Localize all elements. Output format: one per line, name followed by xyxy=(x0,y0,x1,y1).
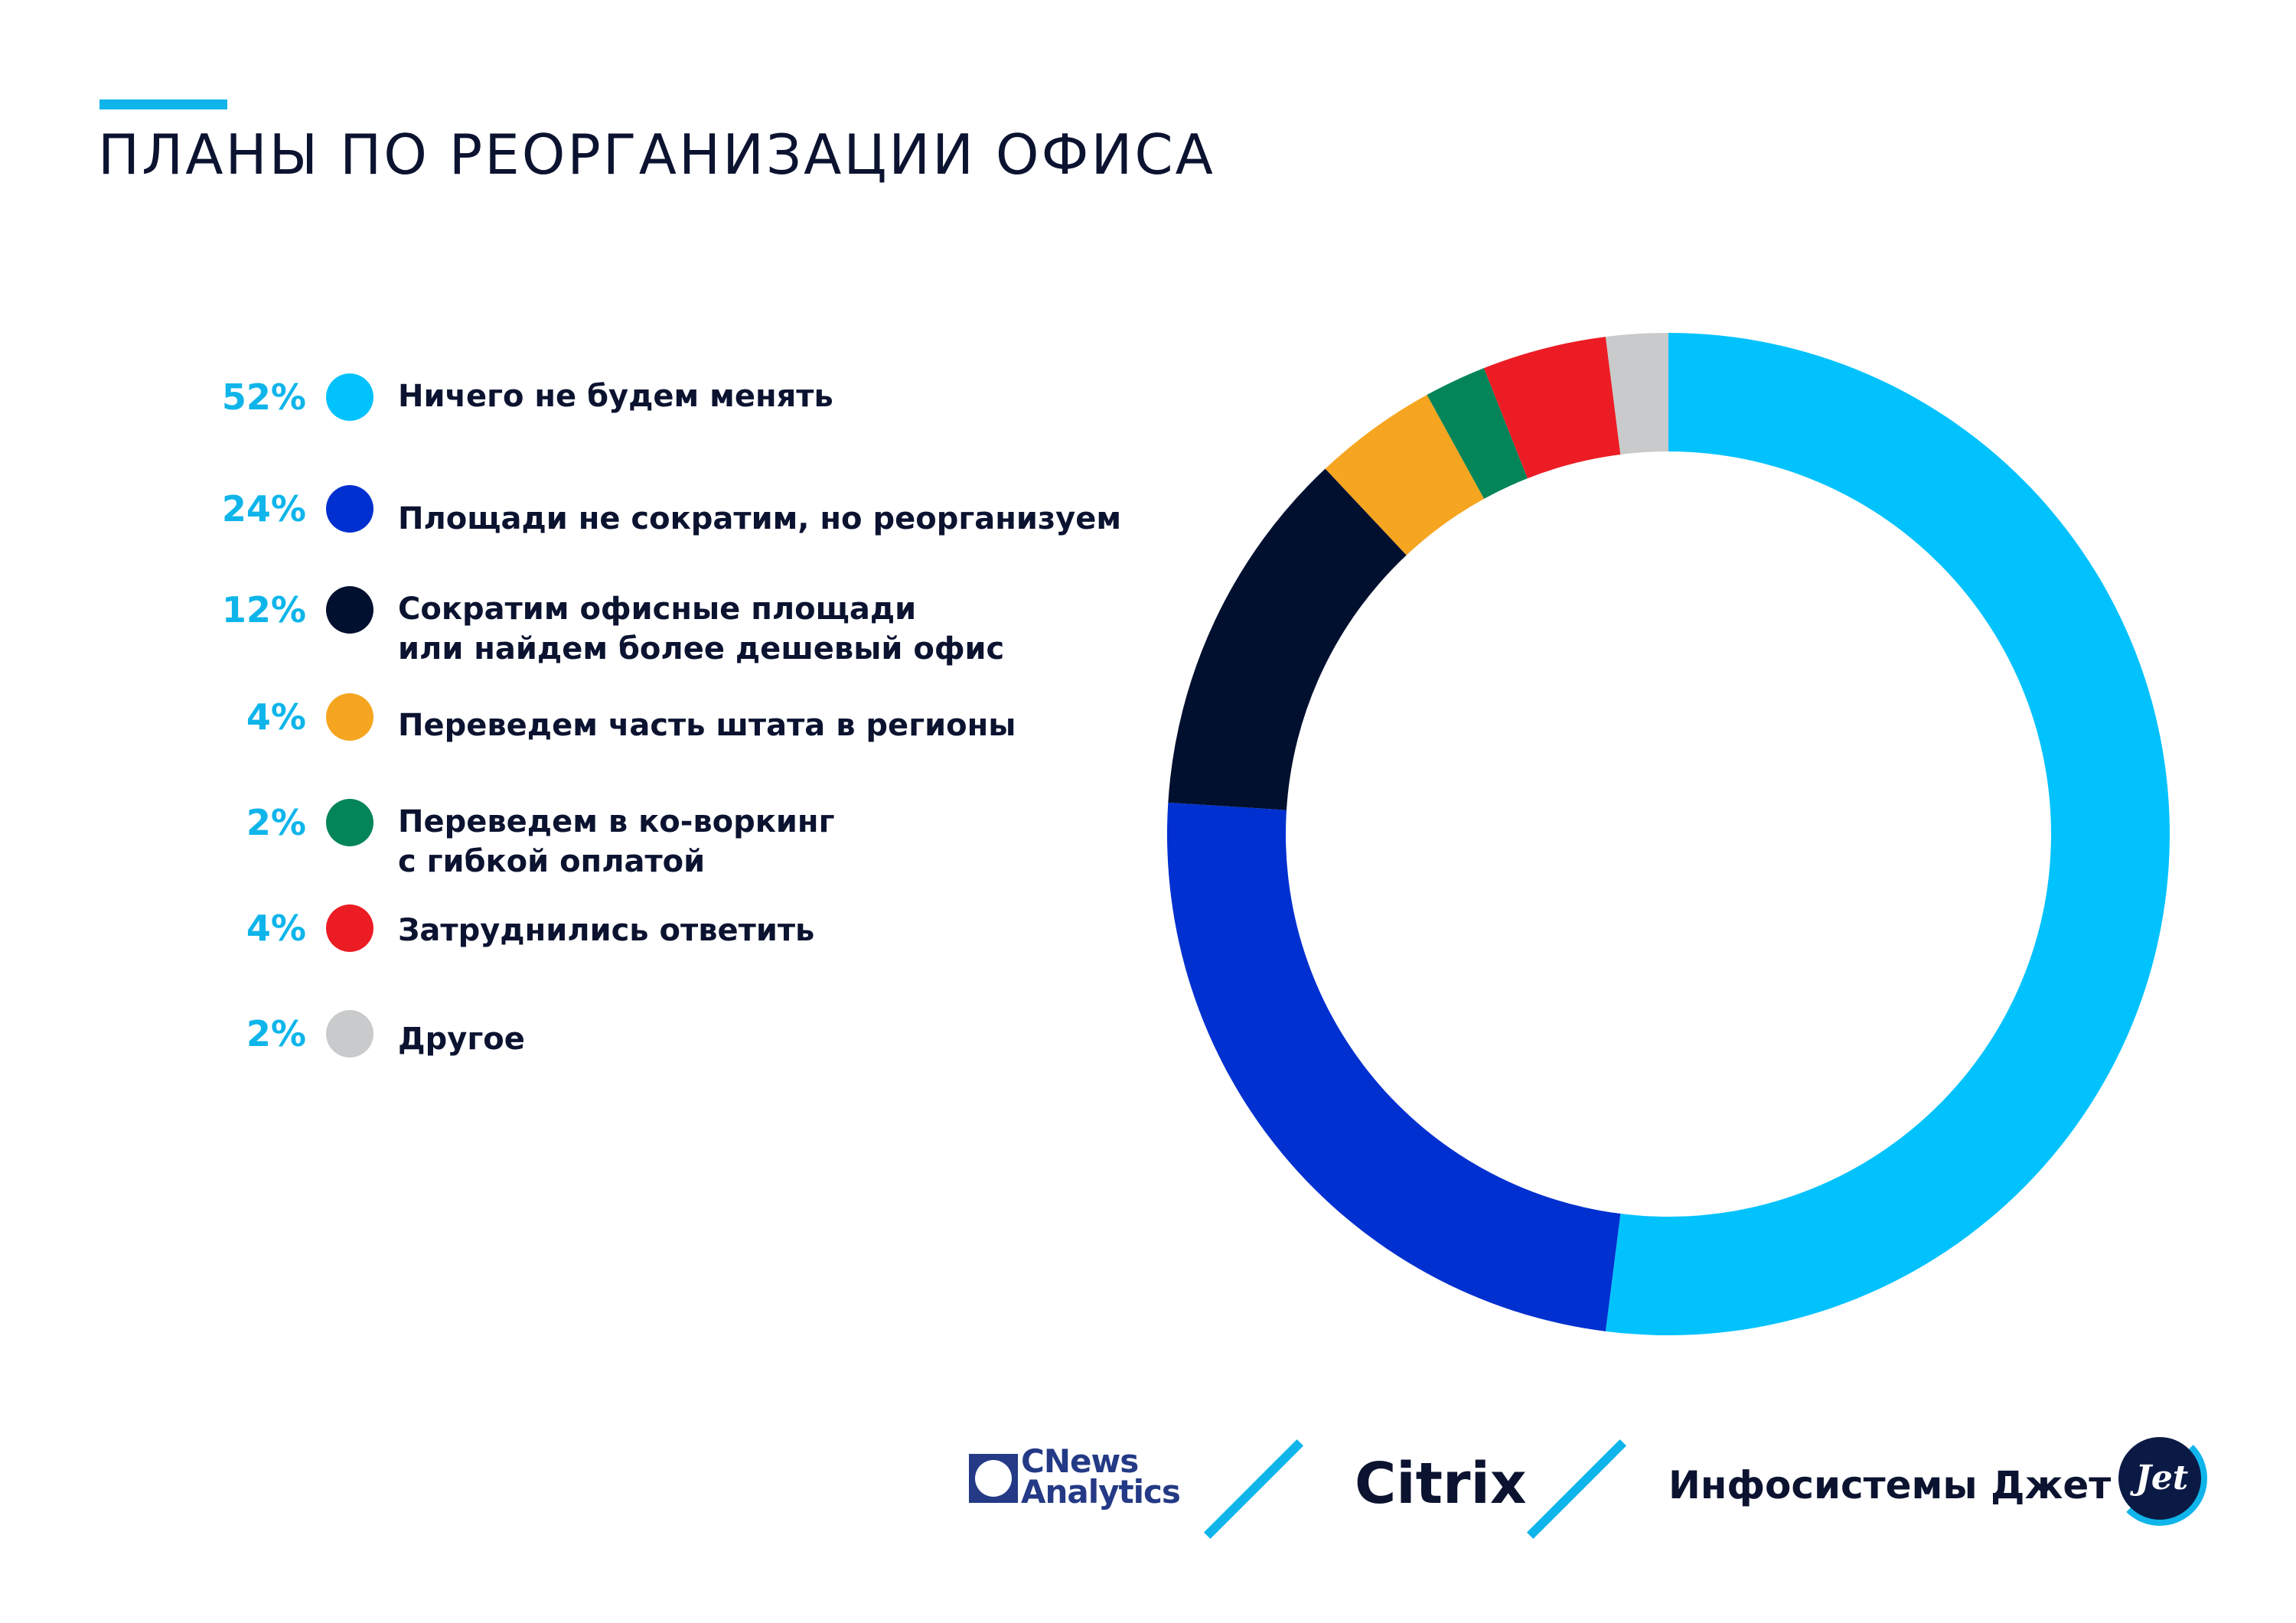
donut-chart xyxy=(1167,333,2170,1335)
legend-item: 4% Переведем часть штата в регионы xyxy=(0,693,1133,781)
legend-percent: 4% xyxy=(246,908,306,949)
chart-legend: 52% Ничего не будем менять 24% Площади н… xyxy=(0,0,1148,1110)
donut-slice-4 xyxy=(1427,367,1528,499)
legend-item: 52% Ничего не будем менять xyxy=(0,373,1133,461)
legend-percent: 4% xyxy=(246,696,306,738)
legend-color-dot xyxy=(326,904,373,952)
legend-label: Затруднились ответить xyxy=(398,913,815,948)
cnews-line2: Analytics xyxy=(1021,1473,1181,1511)
legend-percent: 2% xyxy=(246,1013,306,1054)
legend-color-dot xyxy=(326,1010,373,1058)
legend-item: 12% Сократим офисные площади или найдем … xyxy=(0,586,1133,673)
donut-slice-2 xyxy=(1168,468,1407,810)
donut-slice-6 xyxy=(1605,333,1668,455)
legend-color-dot xyxy=(326,799,373,846)
legend-label: Переведем часть штата в регионы xyxy=(398,708,1016,743)
legend-percent: 12% xyxy=(221,589,306,631)
cnews-analytics-logo-text: CNews Analytics xyxy=(1021,1442,1181,1511)
legend-item: 4% Затруднились ответить xyxy=(0,904,1133,992)
legend-percent: 24% xyxy=(221,488,306,530)
legend-item: 2% Переведем в ко-воркинг с гибкой оплат… xyxy=(0,799,1133,886)
legend-label: Ничего не будем менять xyxy=(398,379,833,414)
legend-label: Площади не сократим, но реорганизуем xyxy=(398,501,1122,536)
legend-label: Сократим офисные площади или найдем боле… xyxy=(398,592,1005,666)
cnews-analytics-logo-icon xyxy=(969,1454,1018,1503)
legend-color-dot xyxy=(326,373,373,421)
legend-color-dot xyxy=(326,485,373,533)
jet-logo-icon: Jet xyxy=(2112,1431,2207,1526)
legend-percent: 2% xyxy=(246,802,306,843)
legend-color-dot xyxy=(326,586,373,634)
legend-label: Другое xyxy=(398,1022,525,1057)
donut-slice-1 xyxy=(1167,802,1621,1331)
page-title: ПЛАНЫ ПО РЕОРГАНИЗАЦИИ ОФИСА xyxy=(98,122,1215,187)
legend-label: Переведем в ко-воркинг с гибкой оплатой xyxy=(398,804,835,879)
donut-slice-3 xyxy=(1325,395,1485,556)
legend-percent: 52% xyxy=(221,376,306,418)
legend-item: 24% Площади не сократим, но реорганизуем xyxy=(0,485,1133,572)
donut-slice-0 xyxy=(1605,333,2170,1335)
legend-color-dot xyxy=(326,693,373,741)
donut-slice-5 xyxy=(1483,337,1621,479)
legend-item: 2% Другое xyxy=(0,1010,1133,1097)
title-accent-bar xyxy=(99,99,227,109)
jet-infosystems-name: Инфосистемы Джет xyxy=(1668,1463,2112,1507)
jet-logo-text: Jet xyxy=(2135,1458,2189,1498)
cnews-line1: CNews xyxy=(1021,1442,1139,1480)
citrix-logo: Citrix xyxy=(1355,1451,1527,1517)
